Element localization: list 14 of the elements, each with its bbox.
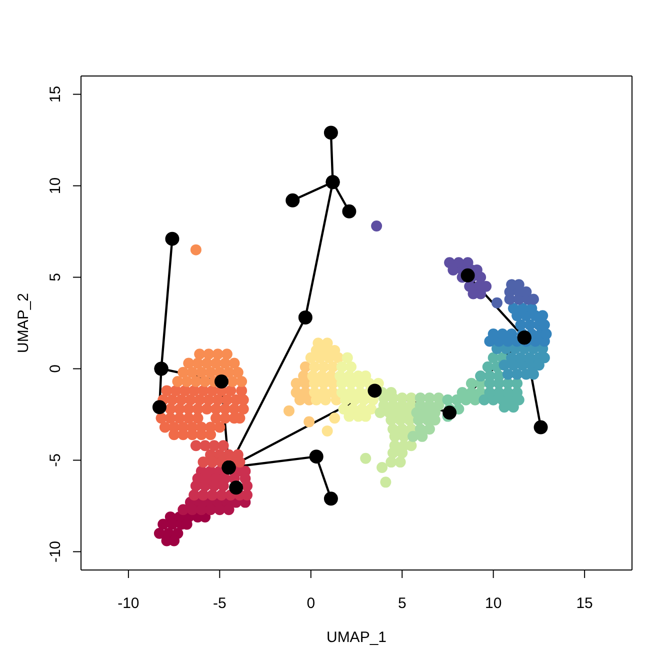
y-axis-title: UMAP_2 (15, 292, 32, 354)
x-tick-label: -5 (212, 594, 226, 612)
x-axis-title: UMAP_1 (326, 629, 387, 646)
x-tick-label: 0 (306, 594, 316, 612)
y-tick-label: 15 (47, 86, 64, 103)
x-tick-label: 10 (484, 594, 502, 612)
y-tick-label: 0 (47, 364, 64, 373)
x-tick-label: 5 (398, 594, 406, 612)
y-tick-label: 10 (47, 177, 64, 194)
y-tick-label: -10 (47, 540, 64, 563)
y-tick-label: 5 (47, 273, 64, 282)
x-tick-label: -10 (118, 594, 140, 612)
x-tick-label: 15 (576, 594, 593, 612)
y-tick-label: -5 (47, 454, 64, 467)
